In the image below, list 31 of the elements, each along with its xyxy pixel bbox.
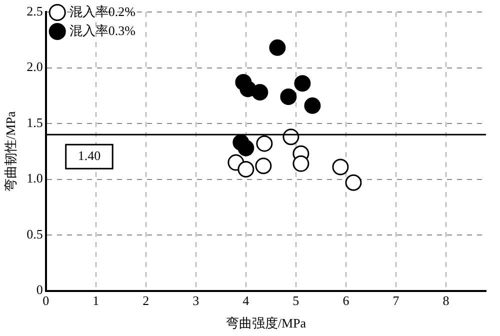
y-tick-label: 2.0 xyxy=(26,59,43,74)
y-tick-label: 0.5 xyxy=(26,226,43,242)
x-tick-label: 4 xyxy=(242,293,250,308)
y-tick-label: 0 xyxy=(36,282,43,298)
x-tick-label: 5 xyxy=(292,293,300,308)
x-tick-label: 7 xyxy=(392,293,400,308)
point xyxy=(294,75,311,92)
point xyxy=(280,88,297,106)
point xyxy=(345,174,362,191)
legend-label: 混入率0.3% xyxy=(69,22,136,38)
x-tick-label: 2 xyxy=(142,293,150,308)
point xyxy=(238,160,254,178)
legend-label: 混入率0.2% xyxy=(69,4,136,19)
y-tick-label: 1.5 xyxy=(26,114,43,130)
x-tick-label: 8 xyxy=(442,293,450,308)
x-tick-label: 3 xyxy=(192,293,200,308)
x-axis-title: 弯曲强度/MPa xyxy=(226,316,306,331)
point xyxy=(238,140,254,156)
ref-line-label: 1.40 xyxy=(78,148,101,164)
point xyxy=(332,158,349,176)
y-axis-title: 弯曲韧性/MPa xyxy=(3,111,18,192)
x-tick-label: 1 xyxy=(92,293,100,308)
y-tick-label: 1.0 xyxy=(26,170,43,186)
point xyxy=(252,84,268,101)
point xyxy=(304,97,321,114)
x-tick-label: 6 xyxy=(342,293,350,308)
point xyxy=(256,135,273,152)
y-tick-label: 2.5 xyxy=(26,3,43,18)
point xyxy=(292,155,310,172)
point xyxy=(269,39,286,56)
point xyxy=(255,158,272,174)
